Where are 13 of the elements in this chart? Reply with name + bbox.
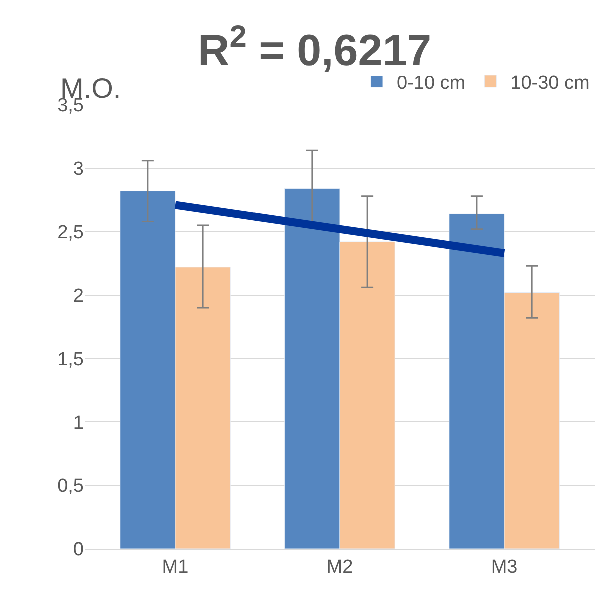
y-tick-label: 0 <box>73 540 84 561</box>
x-tick-label: M2 <box>326 556 354 578</box>
y-tick-label: 2,5 <box>58 222 84 244</box>
y-tick-label: 1 <box>73 412 84 434</box>
legend-label: 0-10 cm <box>397 72 466 94</box>
y-tick-label: 1,5 <box>58 349 84 370</box>
y-tick-label: 2 <box>73 286 84 307</box>
legend-label: 10-30 cm <box>510 72 590 94</box>
y-tick-label: 3 <box>73 159 84 180</box>
x-tick-label: M3 <box>491 556 518 578</box>
y-tick-label: 0,5 <box>58 476 84 498</box>
x-tick-label: M1 <box>162 556 189 578</box>
text: R$^{2}$ = 0,6217 <box>198 19 432 76</box>
